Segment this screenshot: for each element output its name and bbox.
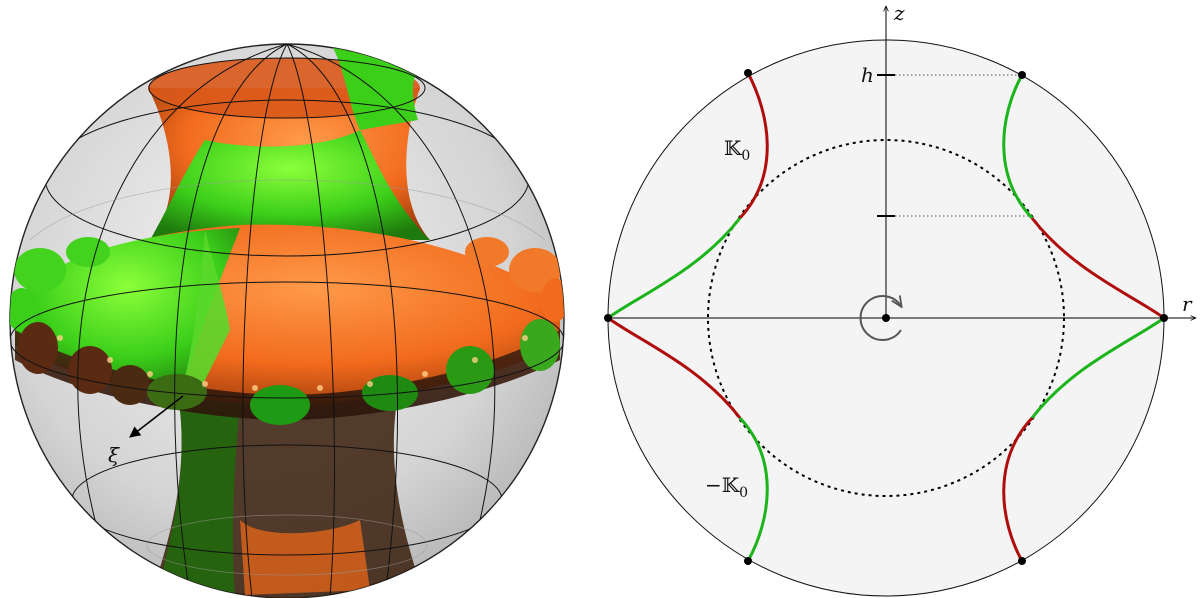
sphere-panel: ξ — [6, 44, 569, 598]
xi-label: ξ — [108, 443, 120, 467]
label-neg-k0-sub: 0 — [739, 485, 748, 501]
label-k0-main: 𝕂 — [724, 136, 742, 160]
label-neg-k0-main: −𝕂 — [705, 473, 740, 497]
tick-h-label: h — [861, 63, 874, 87]
cross-section-panel: r z h 𝕂0 — [604, 1, 1196, 596]
label-k0-sub: 0 — [741, 148, 750, 164]
r-axis-label: r — [1182, 292, 1193, 316]
z-axis-label: z — [893, 1, 905, 25]
